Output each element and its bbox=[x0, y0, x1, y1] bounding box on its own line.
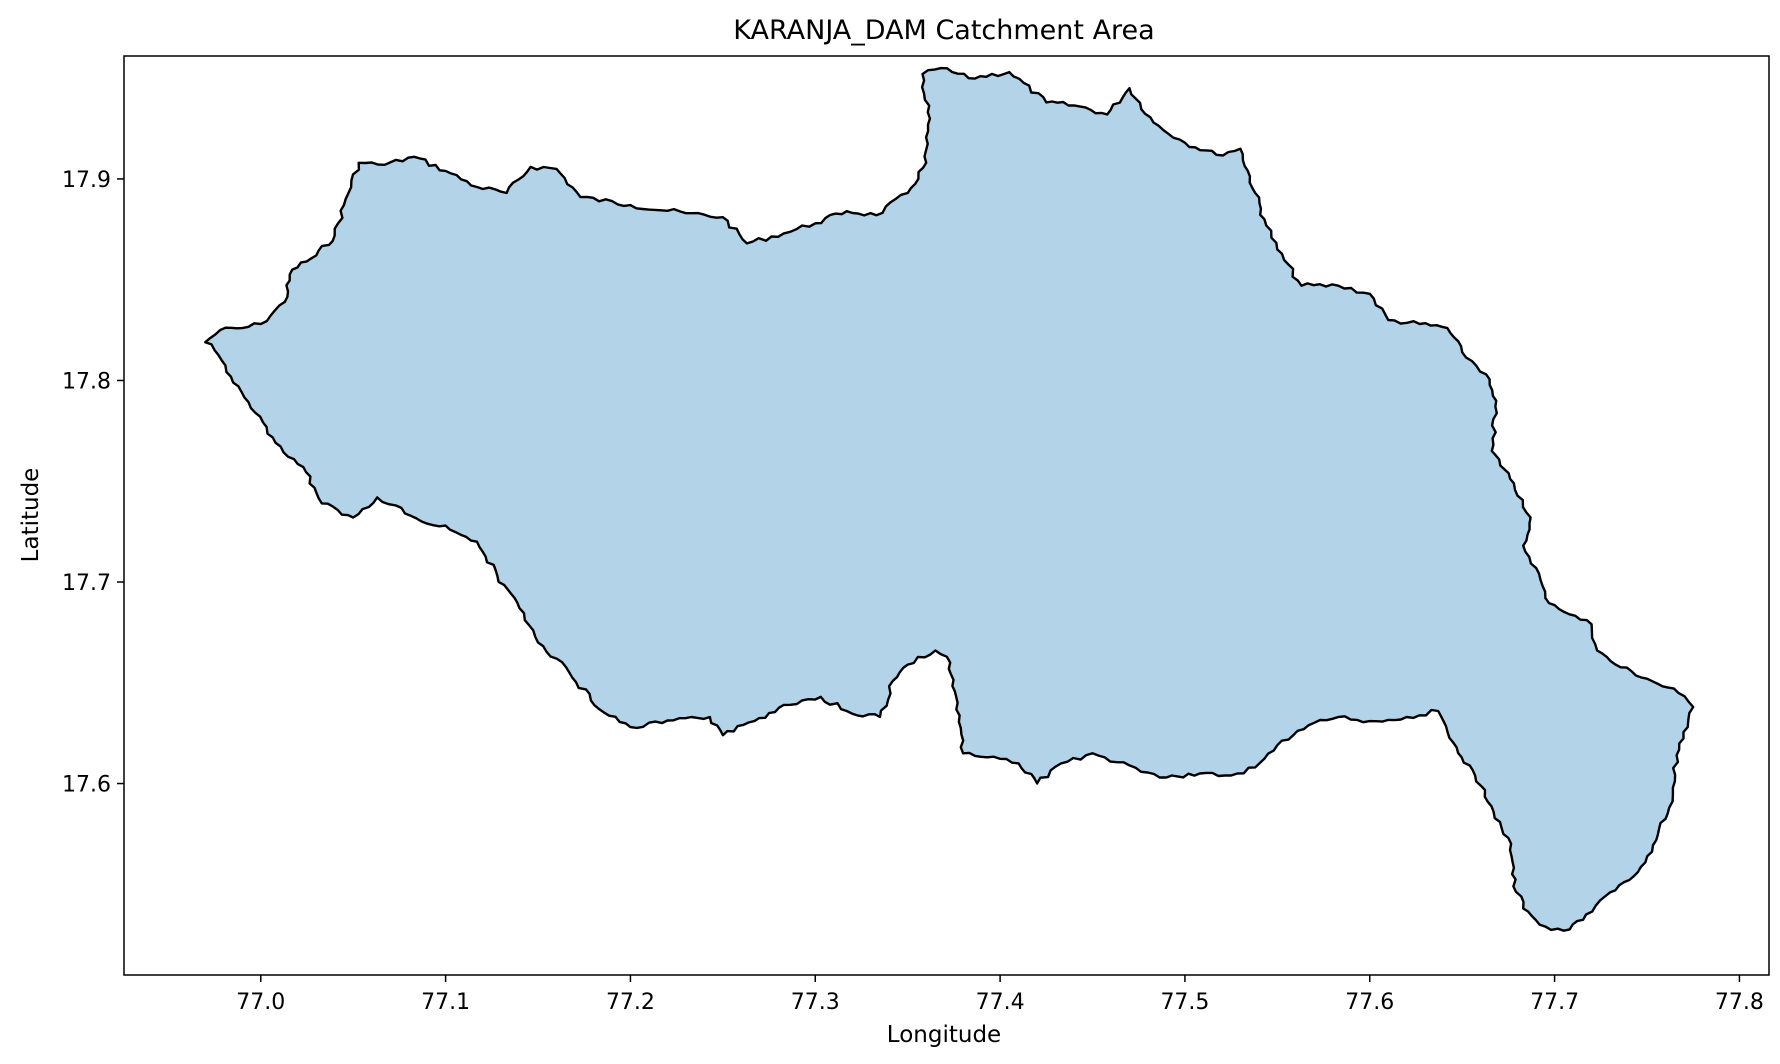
x-tick-label: 77.1 bbox=[421, 990, 470, 1015]
y-tick-label: 17.9 bbox=[62, 168, 111, 193]
x-tick-label: 77.7 bbox=[1530, 990, 1579, 1015]
x-tick-label: 77.6 bbox=[1345, 990, 1394, 1015]
x-tick-label: 77.4 bbox=[976, 990, 1025, 1015]
x-axis-ticks: 77.0 77.1 77.2 77.3 77.4 77.5 77.6 77.7 77.8 bbox=[236, 975, 1764, 1015]
x-tick-label: 77.0 bbox=[236, 990, 285, 1015]
y-axis-ticks: 17.6 17.7 17.8 17.9 bbox=[62, 168, 124, 798]
x-axis-label: Longitude bbox=[887, 1022, 1001, 1048]
y-axis-label: Latitude bbox=[18, 468, 44, 563]
y-tick-label: 17.8 bbox=[62, 369, 111, 394]
plot-frame bbox=[123, 55, 1770, 976]
chart-title: KARANJA_DAM Catchment Area bbox=[733, 15, 1154, 46]
y-tick-label: 17.7 bbox=[62, 571, 111, 596]
x-tick-label: 77.5 bbox=[1160, 990, 1209, 1015]
x-tick-label: 77.2 bbox=[606, 990, 655, 1015]
x-tick-label: 77.8 bbox=[1715, 990, 1764, 1015]
x-tick-label: 77.3 bbox=[791, 990, 840, 1015]
catchment-area-polygon bbox=[204, 66, 1695, 932]
y-tick-label: 17.6 bbox=[62, 773, 111, 798]
